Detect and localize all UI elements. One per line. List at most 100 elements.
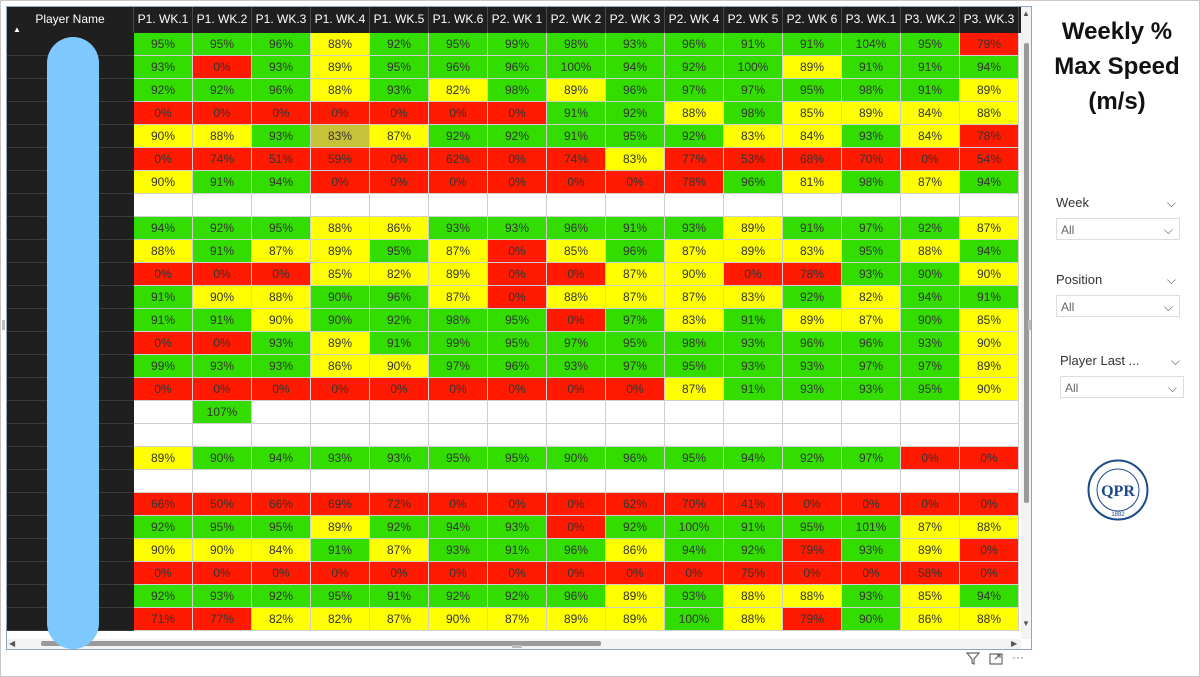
value-cell[interactable]: 0% [488, 240, 547, 263]
value-cell[interactable]: 89% [311, 240, 370, 263]
value-cell[interactable]: 88% [252, 286, 311, 309]
value-cell[interactable]: 89% [901, 539, 960, 562]
column-header[interactable]: P1. WK.3 [252, 7, 311, 33]
value-cell[interactable]: 92% [606, 516, 665, 539]
value-cell[interactable]: 83% [311, 125, 370, 148]
value-cell[interactable] [429, 401, 488, 424]
value-cell[interactable]: 83% [665, 309, 724, 332]
value-cell[interactable]: 96% [606, 447, 665, 470]
column-header-player-name[interactable]: ▲ Player Name [7, 7, 134, 34]
value-cell[interactable]: 0% [488, 493, 547, 516]
value-cell[interactable]: 87% [429, 240, 488, 263]
value-cell[interactable] [311, 424, 370, 447]
value-cell[interactable]: 95% [252, 217, 311, 240]
value-cell[interactable]: 93% [665, 585, 724, 608]
value-cell[interactable]: 0% [901, 447, 960, 470]
value-cell[interactable] [193, 424, 252, 447]
value-cell[interactable]: 87% [960, 217, 1019, 240]
column-header[interactable]: P1. WK.4 [311, 7, 370, 33]
value-cell[interactable] [724, 470, 783, 493]
value-cell[interactable] [724, 401, 783, 424]
value-cell[interactable]: 77% [193, 608, 252, 631]
sort-up-icon[interactable]: ▲ [13, 25, 21, 34]
slicer-dropdown[interactable]: All ⌵ [1056, 295, 1180, 317]
value-cell[interactable]: 88% [960, 608, 1019, 631]
value-cell[interactable]: 99% [488, 33, 547, 56]
value-cell[interactable]: 82% [842, 286, 901, 309]
value-cell[interactable] [488, 401, 547, 424]
value-cell[interactable] [901, 194, 960, 217]
value-cell[interactable]: 93% [370, 79, 429, 102]
value-cell[interactable]: 0% [311, 562, 370, 585]
column-header[interactable]: P1. WK.6 [429, 7, 488, 33]
value-cell[interactable]: 84% [901, 102, 960, 125]
value-cell[interactable]: 92% [134, 585, 193, 608]
value-cell[interactable]: 0% [488, 562, 547, 585]
value-cell[interactable]: 93% [842, 378, 901, 401]
value-cell[interactable]: 90% [547, 447, 606, 470]
value-cell[interactable] [134, 424, 193, 447]
value-cell[interactable]: 92% [252, 585, 311, 608]
value-cell[interactable]: 87% [665, 240, 724, 263]
value-cell[interactable]: 95% [311, 585, 370, 608]
value-cell[interactable]: 0% [311, 171, 370, 194]
value-cell[interactable]: 90% [370, 355, 429, 378]
value-cell[interactable]: 0% [370, 171, 429, 194]
more-options-icon[interactable]: ··· [1012, 650, 1024, 664]
value-cell[interactable]: 70% [842, 148, 901, 171]
value-cell[interactable]: 89% [606, 585, 665, 608]
value-cell[interactable] [134, 194, 193, 217]
value-cell[interactable]: 54% [960, 148, 1019, 171]
value-cell[interactable]: 99% [429, 332, 488, 355]
value-cell[interactable]: 0% [311, 102, 370, 125]
scroll-down-arrow-icon[interactable]: ▼ [1022, 619, 1030, 628]
value-cell[interactable]: 0% [547, 309, 606, 332]
value-cell[interactable]: 96% [606, 240, 665, 263]
value-cell[interactable]: 95% [488, 447, 547, 470]
value-cell[interactable] [134, 470, 193, 493]
value-cell[interactable]: 86% [606, 539, 665, 562]
slicer-dropdown[interactable]: All ⌵ [1056, 218, 1180, 240]
value-cell[interactable]: 88% [134, 240, 193, 263]
value-cell[interactable]: 95% [193, 516, 252, 539]
value-cell[interactable]: 97% [842, 355, 901, 378]
value-cell[interactable]: 91% [370, 332, 429, 355]
value-cell[interactable] [606, 470, 665, 493]
value-cell[interactable]: 95% [606, 332, 665, 355]
column-header[interactable]: P2. WK 3 [606, 7, 665, 33]
value-cell[interactable]: 96% [547, 217, 606, 240]
value-cell[interactable]: 66% [134, 493, 193, 516]
value-cell[interactable] [783, 194, 842, 217]
value-cell[interactable]: 96% [488, 355, 547, 378]
value-cell[interactable]: 95% [193, 33, 252, 56]
value-cell[interactable]: 92% [724, 539, 783, 562]
value-cell[interactable]: 97% [842, 447, 901, 470]
value-cell[interactable]: 93% [252, 56, 311, 79]
value-cell[interactable]: 93% [429, 539, 488, 562]
value-cell[interactable]: 91% [606, 217, 665, 240]
slicer-week[interactable]: Week ⌵ All ⌵ [1056, 192, 1180, 240]
value-cell[interactable]: 87% [901, 171, 960, 194]
value-cell[interactable] [429, 194, 488, 217]
value-cell[interactable] [488, 424, 547, 447]
value-cell[interactable]: 88% [724, 585, 783, 608]
value-cell[interactable]: 0% [429, 171, 488, 194]
value-cell[interactable]: 93% [842, 125, 901, 148]
value-cell[interactable]: 89% [783, 309, 842, 332]
value-cell[interactable]: 91% [488, 539, 547, 562]
value-cell[interactable]: 87% [252, 240, 311, 263]
value-cell[interactable]: 90% [134, 171, 193, 194]
value-cell[interactable]: 0% [783, 493, 842, 516]
value-cell[interactable]: 88% [311, 79, 370, 102]
value-cell[interactable]: 0% [134, 102, 193, 125]
value-cell[interactable] [134, 401, 193, 424]
value-cell[interactable] [370, 424, 429, 447]
value-cell[interactable]: 94% [134, 217, 193, 240]
value-cell[interactable]: 95% [134, 33, 193, 56]
value-cell[interactable]: 93% [488, 217, 547, 240]
value-cell[interactable]: 87% [370, 608, 429, 631]
value-cell[interactable]: 92% [370, 33, 429, 56]
value-cell[interactable]: 91% [724, 33, 783, 56]
value-cell[interactable]: 97% [665, 79, 724, 102]
value-cell[interactable]: 93% [724, 332, 783, 355]
